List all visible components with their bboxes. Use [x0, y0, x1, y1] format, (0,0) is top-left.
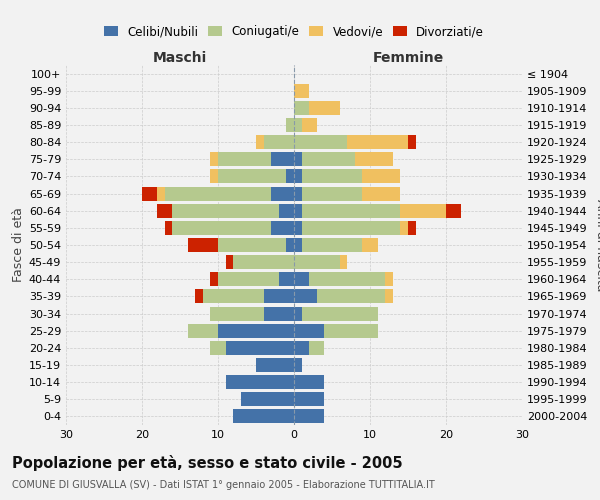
- Bar: [302, 238, 362, 252]
- Text: COMUNE DI GIUSVALLA (SV) - Dati ISTAT 1° gennaio 2005 - Elaborazione TUTTITALIA.: COMUNE DI GIUSVALLA (SV) - Dati ISTAT 1°…: [12, 480, 435, 490]
- Bar: [408, 221, 416, 235]
- Bar: [340, 255, 347, 269]
- Text: Femmine: Femmine: [373, 51, 443, 65]
- Bar: [362, 238, 377, 252]
- Bar: [226, 375, 294, 389]
- Bar: [157, 204, 172, 218]
- Bar: [263, 135, 294, 149]
- Bar: [218, 324, 294, 338]
- Y-axis label: Fasce di età: Fasce di età: [11, 208, 25, 282]
- Bar: [302, 186, 362, 200]
- Bar: [271, 186, 294, 200]
- Bar: [286, 238, 294, 252]
- Bar: [211, 306, 263, 320]
- Bar: [279, 204, 294, 218]
- Text: Popolazione per età, sesso e stato civile - 2005: Popolazione per età, sesso e stato civil…: [12, 455, 403, 471]
- Bar: [211, 152, 218, 166]
- Bar: [294, 238, 302, 252]
- Bar: [294, 84, 309, 98]
- Bar: [362, 186, 400, 200]
- Bar: [294, 152, 302, 166]
- Bar: [218, 170, 286, 183]
- Bar: [165, 221, 172, 235]
- Bar: [302, 118, 317, 132]
- Text: Maschi: Maschi: [153, 51, 207, 65]
- Bar: [302, 221, 400, 235]
- Bar: [302, 170, 362, 183]
- Legend: Celibi/Nubili, Coniugati/e, Vedovi/e, Divorziati/e: Celibi/Nubili, Coniugati/e, Vedovi/e, Di…: [99, 20, 489, 43]
- Bar: [446, 204, 461, 218]
- Bar: [294, 290, 317, 304]
- Bar: [294, 306, 302, 320]
- Bar: [294, 358, 302, 372]
- Bar: [309, 101, 340, 115]
- Bar: [294, 170, 302, 183]
- Bar: [294, 118, 302, 132]
- Bar: [294, 272, 309, 286]
- Bar: [400, 221, 408, 235]
- Bar: [256, 135, 263, 149]
- Bar: [165, 186, 271, 200]
- Bar: [286, 118, 294, 132]
- Bar: [294, 392, 325, 406]
- Bar: [347, 135, 408, 149]
- Bar: [263, 290, 294, 304]
- Bar: [309, 272, 385, 286]
- Bar: [302, 204, 400, 218]
- Bar: [325, 324, 377, 338]
- Bar: [263, 306, 294, 320]
- Bar: [142, 186, 157, 200]
- Bar: [385, 272, 393, 286]
- Bar: [211, 341, 226, 355]
- Bar: [188, 238, 218, 252]
- Bar: [218, 152, 271, 166]
- Bar: [355, 152, 393, 166]
- Bar: [188, 324, 218, 338]
- Bar: [400, 204, 446, 218]
- Bar: [286, 170, 294, 183]
- Bar: [226, 255, 233, 269]
- Bar: [408, 135, 416, 149]
- Bar: [294, 410, 325, 424]
- Bar: [157, 186, 165, 200]
- Bar: [294, 324, 325, 338]
- Bar: [302, 152, 355, 166]
- Y-axis label: Anni di nascita: Anni di nascita: [595, 198, 600, 291]
- Bar: [233, 410, 294, 424]
- Bar: [294, 135, 347, 149]
- Bar: [195, 290, 203, 304]
- Bar: [172, 204, 279, 218]
- Bar: [218, 272, 279, 286]
- Bar: [233, 255, 294, 269]
- Bar: [317, 290, 385, 304]
- Bar: [294, 341, 309, 355]
- Bar: [362, 170, 400, 183]
- Bar: [294, 221, 302, 235]
- Bar: [385, 290, 393, 304]
- Bar: [226, 341, 294, 355]
- Bar: [279, 272, 294, 286]
- Bar: [203, 290, 263, 304]
- Bar: [172, 221, 271, 235]
- Bar: [302, 306, 377, 320]
- Bar: [271, 152, 294, 166]
- Bar: [294, 186, 302, 200]
- Bar: [218, 238, 286, 252]
- Bar: [241, 392, 294, 406]
- Bar: [309, 341, 325, 355]
- Bar: [211, 170, 218, 183]
- Bar: [294, 255, 340, 269]
- Bar: [211, 272, 218, 286]
- Bar: [256, 358, 294, 372]
- Bar: [294, 101, 309, 115]
- Bar: [294, 204, 302, 218]
- Bar: [294, 375, 325, 389]
- Bar: [271, 221, 294, 235]
